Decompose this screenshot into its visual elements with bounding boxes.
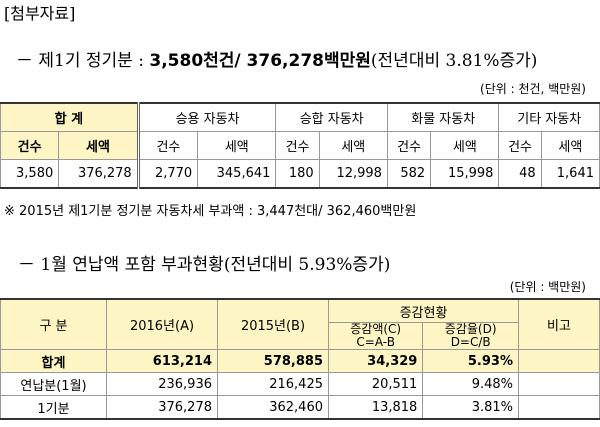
header-diff: 증감액(C) C=A-B [327,322,424,350]
row-rate: 3.81% [422,395,519,420]
sub-count-truck: 건수 [386,131,432,160]
table2-unit: (단위 : 백만원) [509,280,586,294]
value-cell: 1,641 [540,159,600,189]
value-cell: 2,770 [137,159,199,189]
table-row: 합계 613,214 578,885 34,329 5.93% [0,349,600,373]
sub-count-van: 건수 [275,131,320,160]
header-2016: 2016년(A) [106,298,218,350]
value-cell: 180 [275,159,320,189]
header-2015: 2015년(B) [217,298,329,350]
header-change: 증감현황 [328,298,519,323]
value-cell: 3,580 [0,159,60,189]
table2-header-row-2: 증감액(C) C=A-B 증감율(D) D=C/B [1,322,600,350]
section1-heading: － 제1기 정기분 : 3,580천건/ 376,278백만원(전년대비 3.8… [16,46,537,71]
row-note [518,395,600,420]
row-label: 연납분(1월) [0,372,107,396]
sub-amount-passenger: 세액 [197,131,277,160]
attachment-label: [첨부자료] [4,4,76,23]
sub-count-passenger: 건수 [137,131,199,160]
table1-unit: (단위 : 천건, 백만원) [480,82,586,96]
header-diff-label: 증감액(C) [350,322,402,336]
row-diff: 34,329 [327,349,424,373]
row-note [518,372,600,396]
table1-group-header-row: 합 계 승용 자동차 승합 자동차 화물 자동차 기타 자동차 [0,102,600,132]
section1-prefix: － 제1기 정기분 : [16,51,144,71]
group-other: 기타 자동차 [498,102,600,132]
sub-amount-total: 세액 [58,131,140,160]
header-diff-formula: C=A-B [356,335,395,349]
vehicle-tax-table: 합 계 승용 자동차 승합 자동차 화물 자동차 기타 자동차 건수 세액 건수… [0,102,600,189]
value-cell: 582 [386,159,432,189]
levy-status-table: 구 분 2016년(A) 2015년(B) 증감현황 비고 증감액(C) C=A… [0,298,600,420]
header-rate-label: 증감율(D) [444,322,497,336]
row-note [518,349,600,373]
row-rate: 9.48% [422,372,519,396]
table1-value-row: 3,580 376,278 2,770 345,641 180 12,998 5… [0,159,600,189]
row-label: 합계 [0,349,107,373]
value-cell: 345,641 [197,159,277,189]
table2-header-row-1: 구 분 2016년(A) 2015년(B) 증감현황 비고 [0,298,600,350]
table-row: 1기분 376,278 362,460 13,818 3.81% [0,395,600,420]
value-cell: 48 [498,159,542,189]
row-2016: 236,936 [106,372,218,396]
header-rate: 증감율(D) D=C/B [422,322,519,350]
group-van: 승합 자동차 [275,102,388,132]
group-passenger: 승용 자동차 [137,102,277,132]
row-2016: 613,214 [106,349,218,373]
sub-amount-other: 세액 [540,131,600,160]
header-category: 구 분 [0,298,107,350]
section1-suffix: (전년대비 3.81%증가) [370,51,538,71]
header-note: 비고 [518,298,600,350]
value-cell: 376,278 [58,159,140,189]
sub-amount-van: 세액 [318,131,388,160]
group-truck: 화물 자동차 [386,102,500,132]
group-total: 합 계 [0,102,140,132]
section2-heading: － 1월 연납액 포함 부과현황(전년대비 5.93%증가) [18,255,391,275]
row-2016: 376,278 [106,395,218,420]
section1-amounts: 3,580천건/ 376,278백만원 [149,51,371,71]
table1-footnote: ※ 2015년 제1기분 정기분 자동차세 부과액 : 3,447천대/ 362… [4,204,417,219]
row-2015: 216,425 [217,372,329,396]
value-cell: 15,998 [430,159,500,189]
row-2015: 362,460 [217,395,329,420]
row-rate: 5.93% [422,349,519,373]
sub-count-other: 건수 [498,131,542,160]
header-rate-formula: D=C/B [450,335,491,349]
row-label: 1기분 [0,395,107,420]
sub-count-total: 건수 [0,131,60,160]
sub-amount-truck: 세액 [430,131,500,160]
row-diff: 20,511 [327,372,424,396]
value-cell: 12,998 [318,159,388,189]
table-row: 연납분(1월) 236,936 216,425 20,511 9.48% [0,372,600,396]
row-diff: 13,818 [327,395,424,420]
table1-sub-header-row: 건수 세액 건수 세액 건수 세액 건수 세액 건수 세액 [0,131,600,160]
row-2015: 578,885 [217,349,329,373]
